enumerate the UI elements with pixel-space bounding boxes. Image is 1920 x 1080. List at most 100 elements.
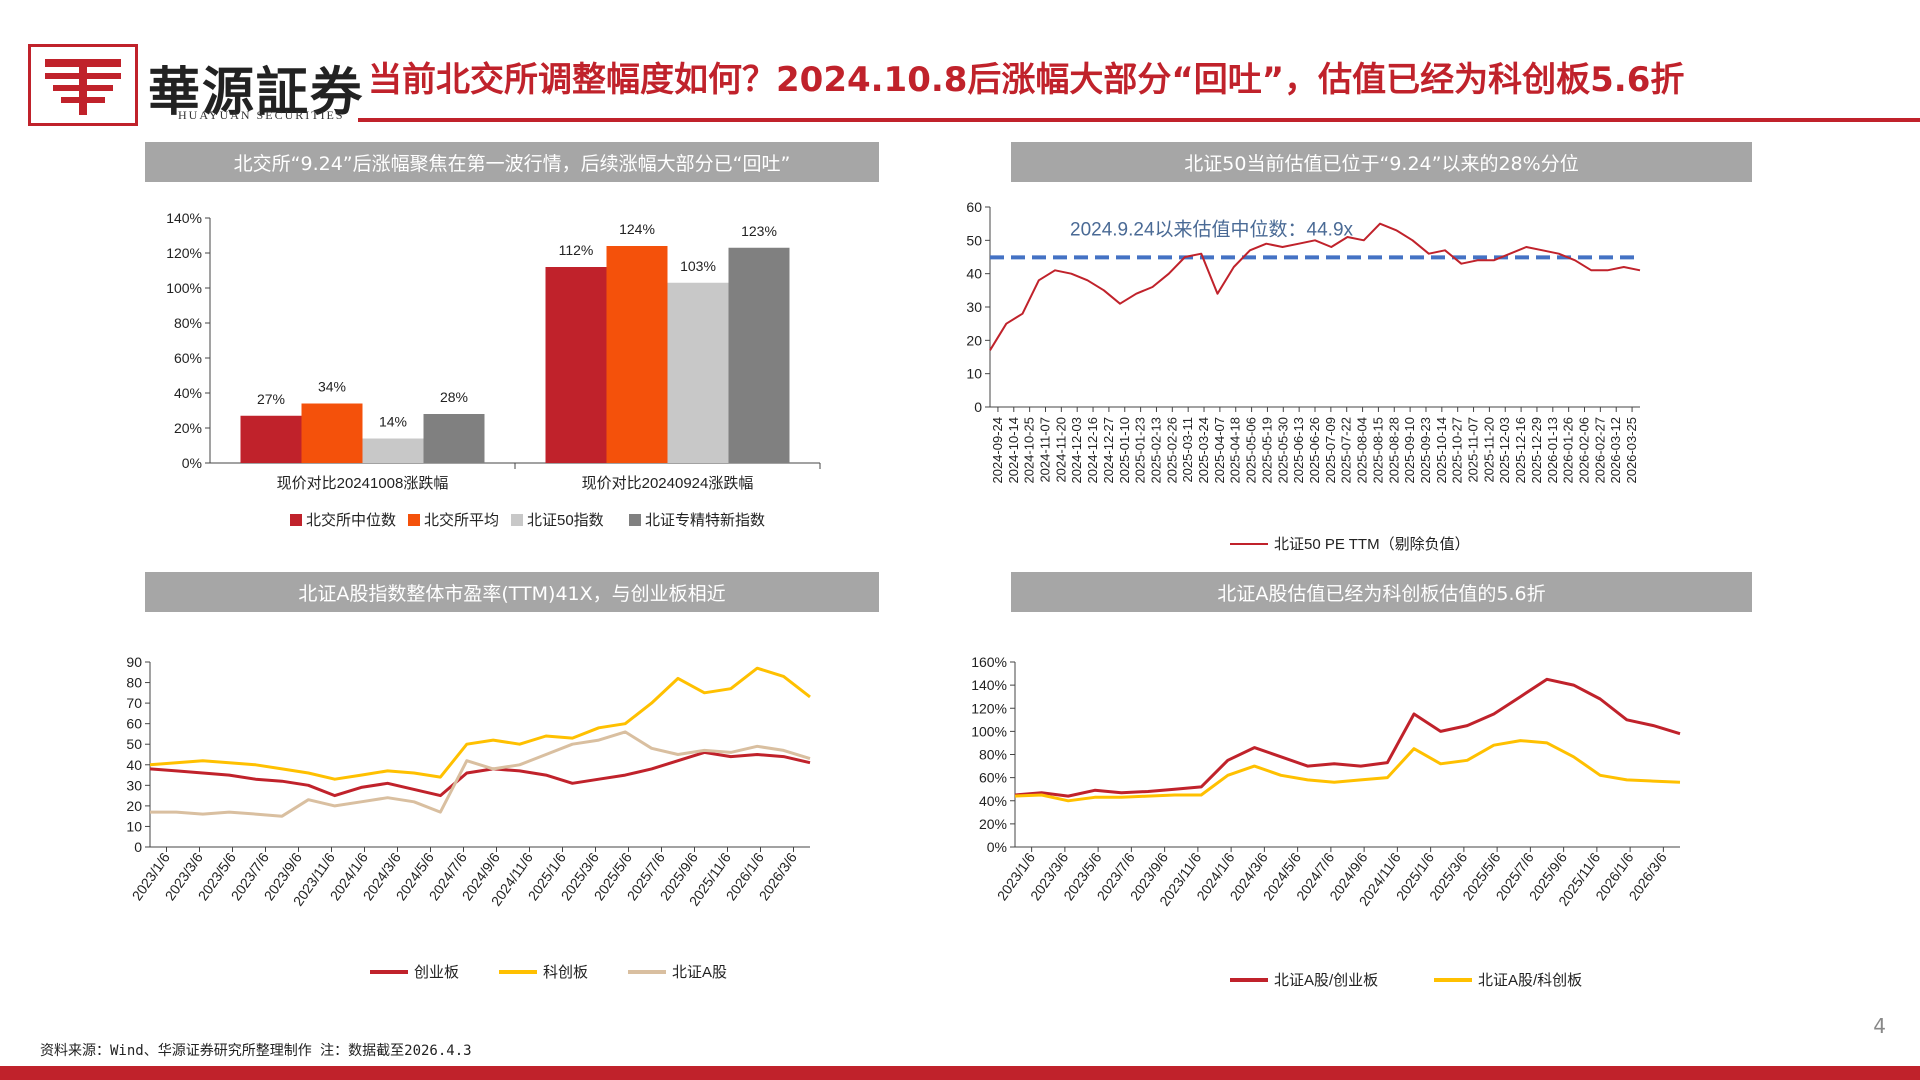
x-tick-label: 2026-03-12 — [1608, 417, 1623, 484]
data-label: 123% — [741, 223, 777, 239]
series-line — [150, 730, 811, 818]
bar — [728, 247, 790, 463]
y-tick-label: 60% — [979, 770, 1007, 786]
bar-chart-returns: 0% 20% 40% 60% 80% 100% 120% 140% 27% 34% 14% 28% 现价… — [166, 210, 821, 529]
series-line — [1014, 739, 1681, 803]
y-tick-label: 60 — [126, 716, 142, 732]
legend-label: 北证50 PE TTM（剔除负值） — [1274, 536, 1470, 553]
x-tick-label: 2025-05-19 — [1259, 417, 1274, 484]
y-tick-label: 100% — [971, 723, 1007, 739]
legend-swatch — [629, 514, 641, 526]
x-tick-label: 2025-10-14 — [1434, 417, 1449, 484]
x-tick-label: 2025-08-28 — [1386, 417, 1401, 484]
title-divider — [358, 118, 1920, 122]
y-tick-label: 40 — [126, 757, 142, 773]
y-tick-label: 20 — [966, 332, 982, 348]
bottom-bar — [0, 1066, 1920, 1080]
panel-3-title: 北证A股指数整体市盈率(TTM)41X，与创业板相近 — [145, 572, 879, 612]
panel-4-title: 北证A股估值已经为科创板估值的5.6折 — [1011, 572, 1752, 612]
data-label: 112% — [559, 242, 594, 258]
legend-label: 北交所中位数 — [306, 511, 396, 529]
x-tick-label: 2025-11-20 — [1481, 417, 1496, 483]
data-label: 34% — [318, 379, 346, 395]
x-tick-label: 2025-12-16 — [1513, 417, 1528, 484]
legend-label: 北证A股 — [672, 964, 727, 981]
x-tick-label: 2024-11-20 — [1053, 417, 1068, 483]
x-tick-label: 2026-01-13 — [1545, 417, 1560, 484]
y-tick-label: 60% — [174, 350, 202, 366]
y-tick-label: 20% — [174, 420, 202, 436]
legend-swatch — [290, 514, 302, 526]
x-tick-label: 2024-12-27 — [1101, 417, 1116, 484]
x-tick-label: 2026-03-25 — [1624, 417, 1639, 484]
y-tick-label: 10 — [966, 366, 982, 382]
x-tick-label: 2025-09-23 — [1418, 417, 1433, 484]
y-tick-label: 0% — [182, 455, 202, 471]
panel-1-title: 北交所“9.24”后涨幅聚焦在第一波行情，后续涨幅大部分已“回吐” — [145, 142, 879, 182]
x-tick-label: 2025-04-18 — [1228, 417, 1243, 484]
x-tick-label: 2024-10-25 — [1022, 417, 1037, 484]
data-label: 27% — [257, 391, 285, 407]
x-tick-label: 2025-01-10 — [1117, 417, 1132, 484]
x-tick-label: 2025-05-06 — [1244, 417, 1259, 484]
x-tick-label: 2025-12-03 — [1497, 417, 1512, 484]
legend-label: 北证50指数 — [527, 512, 604, 529]
bar — [362, 438, 424, 463]
legend-label: 创业板 — [414, 963, 459, 981]
series-line — [1014, 677, 1681, 798]
bar — [606, 246, 668, 463]
panel-2-title: 北证50当前估值已位于“9.24”以来的28%分位 — [1011, 142, 1752, 182]
x-tick-label: 2024-10-14 — [1006, 417, 1021, 484]
y-tick-label: 50 — [966, 232, 982, 248]
y-tick-label: 120% — [166, 245, 202, 261]
y-tick-label: 20% — [979, 816, 1007, 832]
page-number: 4 — [1873, 1014, 1886, 1038]
page-title: 当前北交所调整幅度如何？2024.10.8后涨幅大部分“回吐”，估值已经为科创板… — [368, 60, 1685, 100]
x-tick-label: 2025-07-09 — [1323, 417, 1338, 484]
x-tick-label: 2024-12-03 — [1069, 417, 1084, 484]
logo-icon — [45, 59, 121, 115]
source-note: 资料来源：Wind、华源证券研究所整理制作 注：数据截至2026.4.3 — [40, 1043, 472, 1059]
x-tick-label: 2024-09-24 — [990, 417, 1005, 484]
x-tick-label: 2026-02-06 — [1577, 417, 1592, 484]
legend-label: 北证专精特新指数 — [645, 512, 765, 529]
bar — [240, 415, 302, 463]
legend-label: 科创板 — [543, 963, 588, 981]
x-tick-label: 2025-03-24 — [1196, 417, 1211, 484]
y-tick-label: 50 — [126, 736, 142, 752]
bar — [545, 267, 607, 463]
y-tick-label: 30 — [966, 299, 982, 315]
reference-label: 2024.9.24以来估值中位数：44.9x — [1070, 218, 1354, 240]
y-tick-label: 0 — [134, 839, 142, 855]
x-tick-label: 2026-02-27 — [1592, 417, 1607, 484]
legend-label: 北交所平均 — [424, 511, 499, 529]
x-tick-label: 现价对比20241008涨跌幅 — [277, 475, 449, 492]
legend-swatch — [408, 514, 420, 526]
bar — [667, 282, 729, 463]
y-tick-label: 10 — [126, 818, 142, 834]
y-tick-label: 80% — [174, 315, 202, 331]
data-label: 28% — [440, 389, 468, 405]
y-tick-label: 30 — [126, 777, 142, 793]
bar — [301, 403, 363, 463]
legend-swatch — [511, 514, 523, 526]
y-tick-label: 40% — [174, 385, 202, 401]
data-label: 103% — [680, 258, 716, 274]
x-tick-label: 2025-06-26 — [1307, 417, 1322, 484]
line-chart-ratio: 0%20%40%60%80%100%120%140%160%2023/1/620… — [971, 654, 1681, 989]
y-tick-label: 80 — [126, 675, 142, 691]
x-tick-label: 2025-01-23 — [1133, 417, 1148, 484]
y-tick-label: 80% — [979, 747, 1007, 763]
x-tick-label: 2024-12-16 — [1085, 417, 1100, 484]
x-tick-label: 2025-10-27 — [1450, 417, 1465, 484]
x-tick-label: 2025-06-13 — [1291, 417, 1306, 484]
y-tick-label: 0% — [987, 839, 1007, 855]
y-tick-label: 140% — [971, 677, 1007, 693]
x-tick-label: 2025-08-15 — [1370, 417, 1385, 484]
y-tick-label: 100% — [166, 280, 202, 296]
x-tick-label: 现价对比20240924涨跌幅 — [582, 475, 754, 492]
line-chart-pe: 0 10 20 30 40 50 60 2024-09-24 2024-10-14 2024-10… — [966, 199, 1641, 553]
series-line — [149, 666, 811, 781]
y-tick-label: 60 — [966, 199, 982, 215]
y-tick-label: 40% — [979, 793, 1007, 809]
